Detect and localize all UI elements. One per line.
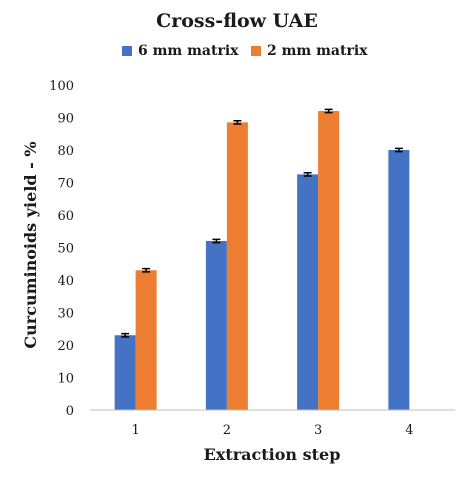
error-bars	[121, 108, 403, 338]
legend-label: 2 mm matrix	[267, 43, 368, 59]
bar-series-2	[226, 122, 248, 410]
x-tick-label: 1	[131, 423, 139, 438]
y-tick-label: 40	[57, 274, 74, 289]
legend: 6 mm matrix 2 mm matrix	[122, 43, 368, 59]
bars	[114, 111, 410, 410]
legend-label: 6 mm matrix	[138, 43, 239, 59]
bar-series-2	[135, 270, 157, 410]
y-tick-label: 10	[57, 372, 74, 387]
bar-series-1	[114, 335, 136, 410]
y-axis-ticks: 0 10 20 30 40 50 60 70 80 90 100	[49, 79, 74, 419]
y-tick-label: 100	[49, 79, 74, 94]
x-tick-label: 4	[405, 423, 413, 438]
y-tick-label: 20	[57, 339, 74, 354]
x-axis-ticks: 1 2 3 4	[131, 423, 413, 438]
bar-series-1	[388, 150, 410, 410]
bar-series-1	[205, 241, 227, 410]
x-tick-label: 2	[223, 423, 231, 438]
legend-swatch	[251, 46, 261, 56]
y-tick-label: 30	[57, 307, 74, 322]
chart-title: Cross-flow UAE	[156, 10, 318, 32]
bar-series-1	[297, 174, 319, 410]
y-tick-label: 50	[57, 242, 74, 257]
x-tick-label: 3	[314, 423, 322, 438]
y-tick-label: 80	[57, 144, 74, 159]
y-tick-label: 90	[57, 112, 74, 127]
bar-series-2	[318, 111, 340, 410]
y-tick-label: 0	[66, 404, 74, 419]
y-tick-label: 60	[57, 209, 74, 224]
y-axis-label: Curcuminoids yield - %	[21, 141, 40, 348]
legend-swatch	[122, 46, 132, 56]
y-tick-label: 70	[57, 177, 74, 192]
x-axis-label: Extraction step	[204, 445, 341, 464]
